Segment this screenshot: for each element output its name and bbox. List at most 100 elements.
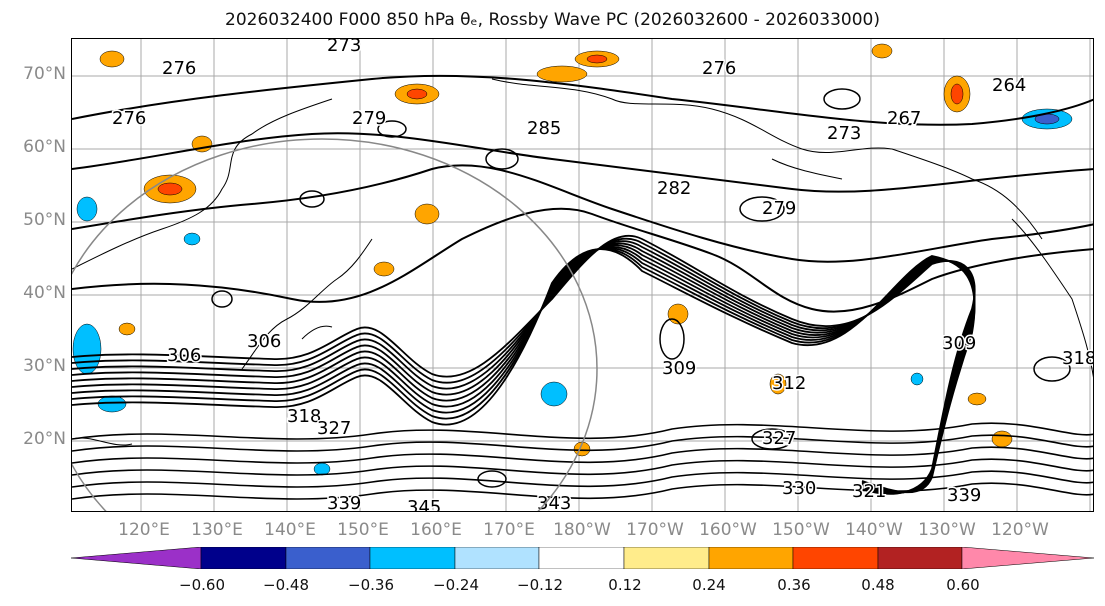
colorbar-extend-left	[71, 547, 202, 569]
lon-label-140w: 140°W	[845, 520, 903, 540]
jet-contour-line	[72, 237, 976, 495]
jet-contour-line	[72, 245, 976, 494]
contour-labels: 273 276 276 279 285 282 279 276 273 267 264 306 306 3…	[111, 39, 1094, 512]
colorbar-tick: −0.36	[348, 576, 394, 594]
anomaly-blob	[991, 430, 1013, 448]
anomaly-blob	[769, 373, 787, 395]
closed-contour	[659, 318, 685, 360]
lon-label-160e: 160°E	[410, 520, 462, 540]
closed-contour	[751, 428, 793, 450]
jet-contour-line	[72, 234, 976, 495]
contour-label: 339	[947, 485, 981, 506]
contour-label: 276	[702, 58, 736, 79]
coastline	[771, 158, 843, 180]
closed-contour	[739, 196, 785, 222]
lon-label-170w: 170°W	[626, 520, 684, 540]
anomaly-blob	[157, 182, 183, 196]
map-title: 2026032400 F000 850 hPa θₑ, Rossby Wave …	[225, 10, 880, 30]
contour-label: 309	[662, 358, 696, 379]
theta-e-contours	[72, 74, 1093, 500]
jet-contour-line	[72, 240, 976, 494]
coastline	[491, 78, 1043, 240]
colorbar-tick: 0.24	[692, 576, 726, 594]
contour-label: 285	[527, 118, 561, 139]
contour-label: 273	[327, 39, 361, 56]
anomaly-blob	[76, 196, 98, 222]
colorbar-segment	[708, 547, 794, 569]
contour-line	[72, 446, 1093, 464]
contour-label: 343	[537, 493, 571, 512]
contour-label: 345	[407, 497, 441, 512]
contour-label: 306	[167, 345, 201, 366]
map-canvas: 273 276 276 279 285 282 279 276 273 267 264 306 306 3…	[72, 39, 1094, 512]
colorbar-segment	[369, 547, 456, 569]
jet-contour-line	[72, 248, 976, 494]
anomaly-blob	[406, 88, 428, 100]
colorbar-segment	[623, 547, 710, 569]
lat-label-30n: 30°N	[23, 356, 66, 376]
colorbar-segment	[877, 547, 963, 569]
lon-label-170e: 170°E	[483, 520, 535, 540]
lon-label-160w: 160°W	[699, 520, 757, 540]
colorbar-segment	[454, 547, 540, 569]
colorbar-tick: 0.60	[946, 576, 980, 594]
contour-label: 273	[827, 123, 861, 144]
anomaly-blob	[536, 65, 588, 83]
contour-line	[72, 74, 1093, 126]
anomaly-blob	[97, 395, 127, 413]
closed-contour	[1033, 356, 1071, 382]
contour-label: 282	[657, 178, 691, 199]
anomaly-blob	[540, 381, 568, 407]
lon-label-150w: 150°W	[772, 520, 830, 540]
jet-contour-line	[72, 244, 976, 494]
anomaly-blob	[99, 50, 125, 68]
closed-contour	[823, 88, 861, 110]
contour-label: 330	[782, 478, 816, 499]
lon-label-130e: 130°E	[191, 520, 243, 540]
contour-label: 276	[112, 108, 146, 129]
coastline	[301, 325, 333, 340]
contour-label: 276	[162, 58, 196, 79]
analysis-circle	[72, 138, 598, 511]
contour-line	[72, 207, 1093, 313]
contour-line	[72, 132, 1093, 193]
lon-label-130w: 130°W	[918, 520, 976, 540]
colorbar-segment	[285, 547, 371, 569]
colorbar-extend-right	[961, 547, 1094, 569]
contour-line	[72, 470, 1093, 488]
colorbar-segment	[538, 547, 625, 569]
contour-label: 312	[772, 373, 806, 394]
anomaly-blob	[373, 261, 395, 277]
lon-label-180w: 180°W	[553, 520, 611, 540]
closed-contour	[477, 470, 507, 488]
jet-contour-line	[72, 247, 976, 494]
jet-contour-line	[72, 242, 976, 494]
lon-label-120e: 120°E	[118, 520, 170, 540]
contour-label: 327	[317, 418, 351, 439]
colorbar-tick: 0.36	[777, 576, 811, 594]
contour-line	[72, 422, 1093, 440]
contour-label: 267	[887, 108, 921, 129]
colorbar-tick: −0.24	[433, 576, 479, 594]
closed-contour	[485, 148, 519, 170]
anomaly-blob	[313, 462, 331, 476]
contour-label: 327	[762, 428, 796, 449]
colorbar-segment	[792, 547, 879, 569]
colorbar-tick: −0.48	[263, 576, 309, 594]
anomaly-blob	[586, 54, 608, 64]
contour-label: 318	[287, 406, 321, 427]
lat-label-20n: 20°N	[23, 429, 66, 449]
contour-label: 306	[247, 331, 281, 352]
anomaly-blob	[871, 43, 893, 59]
colorbar-segment	[200, 547, 287, 569]
map-panel: 273 276 276 279 285 282 279 276 273 267 264 306 306 3…	[71, 38, 1094, 512]
lon-label-140e: 140°E	[264, 520, 316, 540]
closed-contour	[377, 120, 407, 138]
colorbar-tick: −0.60	[179, 576, 225, 594]
anomaly-blob	[414, 203, 440, 225]
anomaly-blob	[183, 232, 201, 246]
colorbar	[71, 547, 1094, 569]
colorbar-tick: 0.48	[861, 576, 895, 594]
coastline	[72, 98, 333, 270]
anomaly-blob	[950, 83, 964, 105]
